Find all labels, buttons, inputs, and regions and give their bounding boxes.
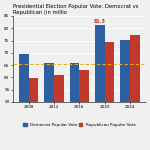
Text: 81.3: 81.3 (94, 19, 106, 24)
Bar (29, 78, 38, 150)
Text: Presidential Election Popular Vote: Democrat vs Republican (in millio: Presidential Election Popular Vote: Demo… (13, 4, 138, 15)
Bar (54, 75, 64, 150)
Bar (120, 40, 130, 150)
Bar (79, 70, 89, 150)
Legend: Democrat Popular Vote, Republican Popular Vote: Democrat Popular Vote, Republican Popula… (22, 122, 136, 127)
Bar (44, 63, 54, 150)
Bar (19, 54, 29, 150)
Bar (95, 25, 105, 150)
Bar (130, 35, 140, 150)
Bar (70, 63, 79, 150)
Bar (105, 42, 114, 150)
